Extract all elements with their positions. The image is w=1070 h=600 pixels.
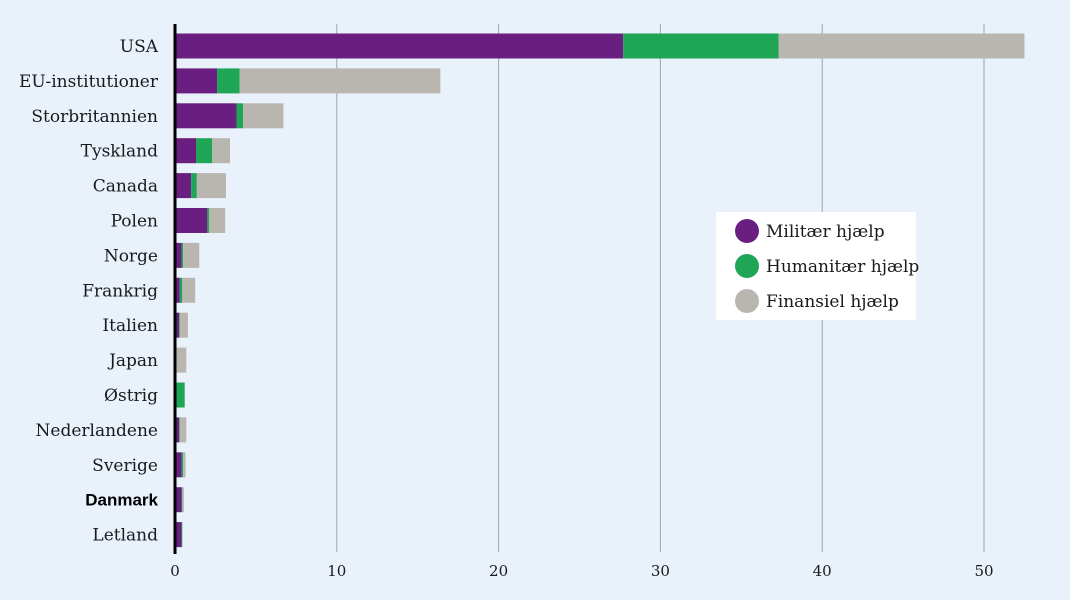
- bar-segment: [175, 138, 197, 164]
- bar-segment: [239, 68, 441, 94]
- bar-segment: [175, 452, 182, 478]
- bar-segment: [179, 312, 188, 338]
- bar-segment: [182, 487, 184, 513]
- x-tick-label: 10: [327, 562, 346, 580]
- legend: Militær hjælp Humanitær hjælp Finansiel hj…: [716, 212, 919, 320]
- bar-segment: [175, 382, 185, 408]
- category-label: USA: [120, 37, 159, 57]
- legend-label: Militær hjælp: [766, 222, 885, 242]
- bar-segment: [175, 68, 218, 94]
- x-tick-label: 50: [974, 562, 993, 580]
- bar-segment: [175, 33, 624, 59]
- category-label: Østrig: [104, 386, 158, 406]
- legend-marker: [735, 219, 759, 243]
- bar-segment: [175, 312, 180, 338]
- bar-segment: [175, 103, 237, 129]
- category-label: Italien: [102, 316, 158, 336]
- bar-segment: [179, 417, 180, 443]
- bar-segment: [196, 138, 213, 164]
- category-label: Sverige: [92, 456, 158, 476]
- legend-label: Finansiel hjælp: [766, 292, 899, 312]
- category-label: Letland: [92, 526, 158, 546]
- bars: [175, 33, 1025, 548]
- bar-segment: [191, 173, 197, 199]
- bar-segment: [175, 208, 208, 233]
- bar-segment: [182, 277, 196, 303]
- bar-segment: [175, 487, 182, 513]
- category-label: Norge: [104, 246, 158, 266]
- category-label: EU-institutioner: [19, 72, 159, 92]
- category-label: Nederlandene: [36, 421, 158, 441]
- x-tick-label: 40: [813, 562, 832, 580]
- bar-segment: [179, 417, 187, 443]
- bar-segment: [175, 173, 192, 199]
- category-labels: USA EU-institutioner Storbritannien Tysklan…: [19, 37, 159, 546]
- bar-segment: [175, 417, 180, 443]
- bar-segment: [183, 242, 200, 268]
- bar-segment: [778, 33, 1025, 59]
- x-tick-label: 0: [170, 562, 180, 580]
- bar-segment: [179, 312, 180, 338]
- bar-segment: [212, 138, 231, 164]
- category-label: Frankrig: [82, 281, 158, 301]
- bar-segment: [217, 68, 240, 94]
- bar-segment: [179, 277, 183, 303]
- category-label: Danmark: [85, 491, 158, 510]
- category-label: Polen: [111, 212, 158, 232]
- legend-marker: [735, 254, 759, 278]
- category-label: Tyskland: [81, 142, 158, 162]
- category-label: Storbritannien: [31, 107, 158, 127]
- bar-segment: [623, 33, 779, 59]
- bar-segment: [242, 103, 284, 129]
- bar-segment: [196, 173, 226, 199]
- bar-segment: [181, 522, 183, 548]
- x-tick-label: 20: [489, 562, 508, 580]
- bar-segment: [175, 522, 182, 548]
- x-tick-label: 30: [651, 562, 670, 580]
- bar-segment: [181, 452, 184, 478]
- bar-segment: [175, 277, 180, 303]
- bar-segment: [175, 242, 182, 268]
- x-tick-labels: 0 10 20 30 40 50: [170, 562, 993, 580]
- gridlines: [336, 24, 985, 552]
- legend-marker: [735, 289, 759, 313]
- bar-segment: [181, 487, 183, 513]
- bar-segment: [208, 208, 226, 233]
- legend-label: Humanitær hjælp: [766, 257, 919, 277]
- bar-segment: [183, 452, 186, 478]
- bar-segment: [181, 242, 184, 268]
- category-label: Japan: [107, 351, 158, 371]
- bar-segment: [207, 208, 209, 233]
- bar-segment: [236, 103, 243, 129]
- category-label: Canada: [93, 177, 158, 197]
- bar-segment: [176, 347, 187, 373]
